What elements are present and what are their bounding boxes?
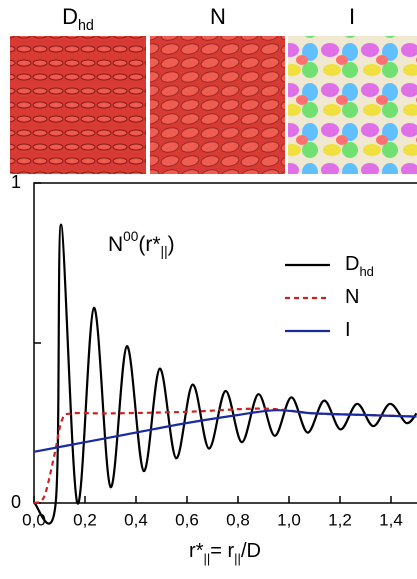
image-i xyxy=(288,36,417,174)
x-tick-label: 1,0 xyxy=(277,510,301,529)
line xyxy=(32,223,417,525)
text-part: hd xyxy=(78,18,94,34)
text-part: I xyxy=(345,319,351,341)
y-tick-label: 0 xyxy=(11,492,21,512)
text-part: N xyxy=(210,4,226,29)
x-tick-label: 0,2 xyxy=(73,510,97,529)
panel-label: Dhd xyxy=(62,4,94,34)
panel-label: I xyxy=(349,4,355,29)
text-part: D xyxy=(345,253,359,275)
image-dhd xyxy=(10,36,146,174)
text-part: r* xyxy=(189,540,204,562)
text-part: N xyxy=(345,286,359,308)
axis-frame xyxy=(33,182,417,504)
text-part: ) xyxy=(168,233,175,256)
text-part: || xyxy=(204,551,211,566)
line xyxy=(33,409,417,453)
legend-label: N xyxy=(345,286,359,308)
text-part: 00 xyxy=(123,229,139,244)
legend-label: Dhd xyxy=(345,253,374,279)
y-tick-label: 1 xyxy=(11,172,21,192)
annotation: N00(r*||) xyxy=(108,229,175,259)
text-part: = r xyxy=(210,540,234,562)
plot: 010,0 0,2 0,4 0,6 0,8 1,0 1,2 1,4r*||= r||/DN00… xyxy=(11,172,417,566)
text-part: || xyxy=(234,551,241,566)
x-tick-label: 0,6 xyxy=(175,510,199,529)
x-tick-label: 1,2 xyxy=(328,510,352,529)
x-tick-label: 0,0 xyxy=(22,510,46,529)
text-part: N xyxy=(108,233,123,256)
text-part: (r* xyxy=(138,233,160,256)
image-n xyxy=(150,36,285,174)
x-axis-label: r*||= r||/D xyxy=(189,540,261,566)
legend-label: I xyxy=(345,319,351,341)
x-tick-label: 0,8 xyxy=(226,510,250,529)
line xyxy=(33,407,417,505)
text-part: D xyxy=(62,4,78,29)
x-tick-label: 1,4 xyxy=(379,510,403,529)
x-tick-label: 0,4 xyxy=(124,510,148,529)
text-part: /D xyxy=(241,540,261,562)
panel-label: N xyxy=(210,4,226,29)
text-part: || xyxy=(161,244,168,259)
text-part: hd xyxy=(359,264,373,279)
text-part: I xyxy=(349,4,355,29)
